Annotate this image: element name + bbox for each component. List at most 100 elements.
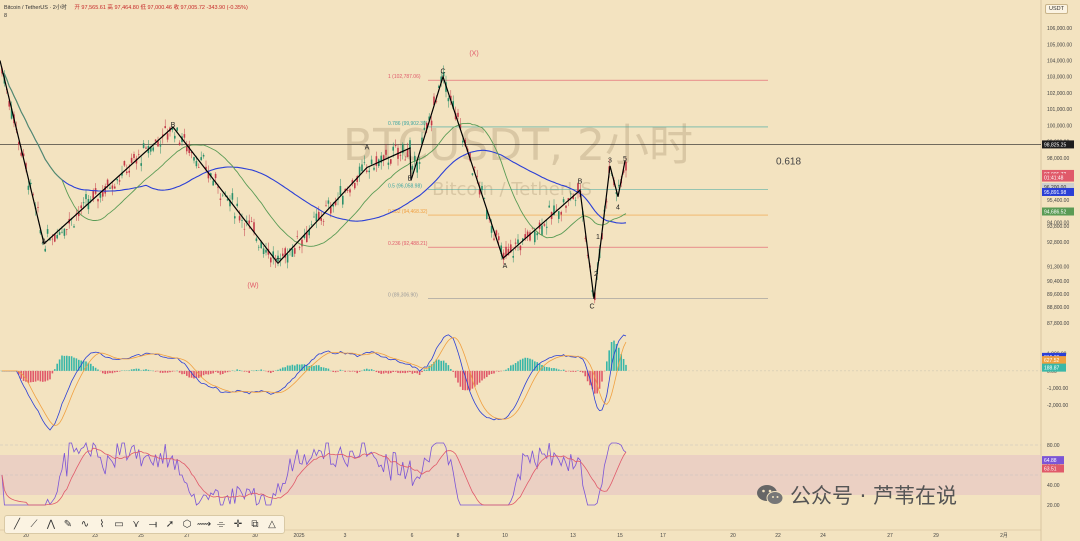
macd-histogram-bar: [46, 370, 49, 381]
candle-body: [46, 229, 49, 234]
rsi-ma-line: [1, 447, 627, 506]
rsi-value-text: 63.51: [1044, 466, 1057, 472]
price-tick-label: 94,000.00: [1047, 221, 1069, 227]
candle-body: [123, 161, 126, 166]
candle-body: [426, 122, 428, 129]
currency-button[interactable]: USDT: [1045, 4, 1068, 14]
candle-body: [560, 212, 562, 215]
candle-body: [279, 258, 282, 260]
rsi-tick-label: 20.00: [1047, 503, 1060, 509]
candle-body: [20, 152, 22, 156]
candle-body: [354, 182, 356, 189]
candle-body: [481, 185, 483, 191]
candle-body: [423, 127, 426, 130]
macd-value-tag: [1042, 356, 1066, 365]
candle-body: [291, 249, 294, 257]
candle-body: [534, 231, 536, 243]
wave-label: 4: [616, 205, 620, 212]
macd-histogram-bar: [214, 370, 217, 372]
macd-histogram-bar: [512, 364, 514, 371]
macd-histogram-bar: [418, 370, 421, 375]
candle-body: [61, 231, 63, 233]
wave-icon[interactable]: ∿: [80, 519, 90, 530]
macd-histogram-bar: [284, 367, 286, 371]
macd-histogram-bar: [397, 370, 399, 373]
macd-histogram-bar: [426, 369, 428, 371]
pencil-icon[interactable]: ╱: [13, 519, 21, 530]
candle-body: [490, 225, 493, 233]
macd-histogram-bar: [433, 361, 435, 371]
candle-body: [390, 159, 392, 164]
measure-icon[interactable]: ⌯: [217, 519, 225, 530]
candle-body: [476, 175, 478, 177]
candle-body: [27, 185, 30, 190]
macd-histogram-bar: [565, 370, 567, 372]
wave-label: B: [578, 179, 583, 186]
polyline-icon[interactable]: ⟿: [196, 519, 212, 530]
price-label-tag: [1042, 173, 1074, 182]
candle-body: [150, 146, 152, 152]
macd-histogram-bar: [32, 370, 34, 382]
shapes-icon[interactable]: ⬡: [182, 519, 192, 530]
pattern-icon[interactable]: ⋎: [132, 519, 140, 530]
zoom-icon[interactable]: ⧉: [251, 519, 259, 530]
candle-body: [567, 198, 570, 201]
macd-histogram-bar: [387, 370, 390, 374]
candle-body: [531, 227, 534, 229]
brush-icon[interactable]: ✎: [63, 519, 73, 530]
macd-histogram-bar: [226, 370, 229, 373]
elliott-icon[interactable]: ⌇: [99, 519, 105, 530]
candle-body: [157, 141, 159, 147]
arrow-icon[interactable]: ➚: [165, 519, 175, 530]
triangle-icon[interactable]: △: [268, 519, 276, 530]
candle-body: [30, 182, 32, 185]
macd-histogram-bar: [102, 370, 104, 374]
candle-body: [344, 188, 346, 192]
candle-body: [174, 135, 176, 139]
candle-body: [421, 137, 423, 144]
macd-histogram-bar: [378, 370, 380, 373]
rsi-value-text: 64.88: [1044, 458, 1057, 464]
symbol-title[interactable]: Bitcoin / TetherUS · 2小时: [4, 5, 67, 11]
candle-body: [435, 101, 438, 102]
moving-average-long-line: [1, 72, 627, 224]
macd-histogram-bar: [543, 366, 546, 371]
macd-signal-line: [2, 337, 627, 426]
candle-body: [478, 189, 481, 195]
price-tick-label: 88,800.00: [1047, 305, 1069, 311]
indicator-count[interactable]: 8: [4, 13, 8, 19]
candle-body: [270, 257, 272, 263]
candle-body: [361, 164, 363, 172]
x-tick-label: 29: [933, 533, 939, 539]
candle-body: [342, 195, 344, 205]
wave-label: 3: [608, 158, 612, 165]
macd-histogram-bar: [392, 370, 394, 372]
macd-histogram-bar: [462, 370, 464, 390]
macd-histogram-bar: [37, 370, 39, 381]
wave-label: C: [275, 258, 280, 265]
macd-histogram-bar: [272, 370, 274, 372]
x-tick-label: 10: [502, 533, 508, 539]
macd-histogram-bar: [517, 361, 519, 371]
macd-histogram-bar: [78, 359, 80, 371]
candle-body: [529, 232, 531, 241]
macd-histogram-bar: [202, 370, 205, 376]
macd-value-text: 627.52: [1044, 358, 1060, 364]
path-icon[interactable]: ⟋: [30, 519, 38, 530]
x-tick-label: 27: [184, 533, 190, 539]
macd-histogram-bar: [526, 357, 529, 371]
candle-body: [517, 239, 519, 244]
macd-histogram-bar: [474, 370, 476, 387]
candle-body: [236, 203, 238, 206]
line-icon[interactable]: ⟞: [148, 519, 158, 530]
rectangle-icon[interactable]: ▭: [114, 519, 124, 530]
macd-histogram-bar: [66, 355, 68, 371]
candle-body: [406, 149, 409, 157]
zigzag-icon[interactable]: ⋀: [46, 519, 56, 530]
macd-histogram-bar: [598, 370, 601, 389]
macd-histogram-bar: [622, 358, 625, 371]
macd-histogram-bar: [30, 370, 32, 383]
candle-body: [58, 232, 61, 235]
crosshair-icon[interactable]: ✛: [233, 519, 243, 530]
